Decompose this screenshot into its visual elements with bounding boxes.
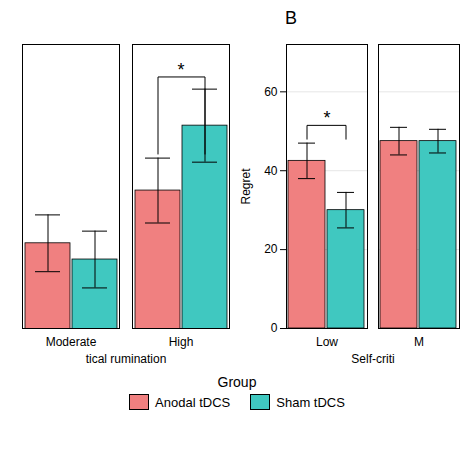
svg-text:40: 40 [264,164,278,178]
svg-text:*: * [177,60,184,80]
svg-text:Moderate: Moderate [46,335,97,349]
svg-text:Self-criti: Self-criti [351,352,394,366]
svg-text:20: 20 [264,242,278,256]
html-text:Group: Group [217,374,257,390]
svg-text:60: 60 [264,85,278,99]
svg-text:*: * [323,108,330,128]
svg-text:Low: Low [316,335,338,349]
svg-text:Regret: Regret [239,168,253,205]
svg-text:0: 0 [271,321,278,335]
html-text:Sham tDCS: Sham tDCS [276,394,345,410]
svg-text:tical rumination: tical rumination [86,352,167,366]
svg-text:M: M [414,335,424,349]
svg-text:High: High [169,335,194,349]
html-text:Anodal tDCS: Anodal tDCS [155,394,231,410]
html-text:B: B [285,8,297,28]
